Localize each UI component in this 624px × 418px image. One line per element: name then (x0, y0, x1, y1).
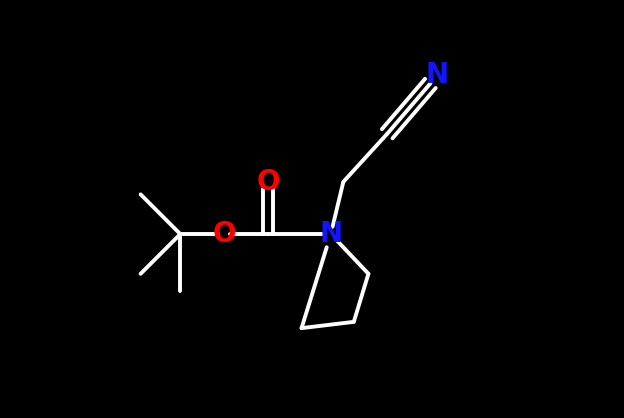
Text: N: N (426, 61, 449, 89)
Text: O: O (212, 220, 236, 248)
Text: O: O (256, 168, 280, 196)
Text: N: N (319, 220, 343, 248)
